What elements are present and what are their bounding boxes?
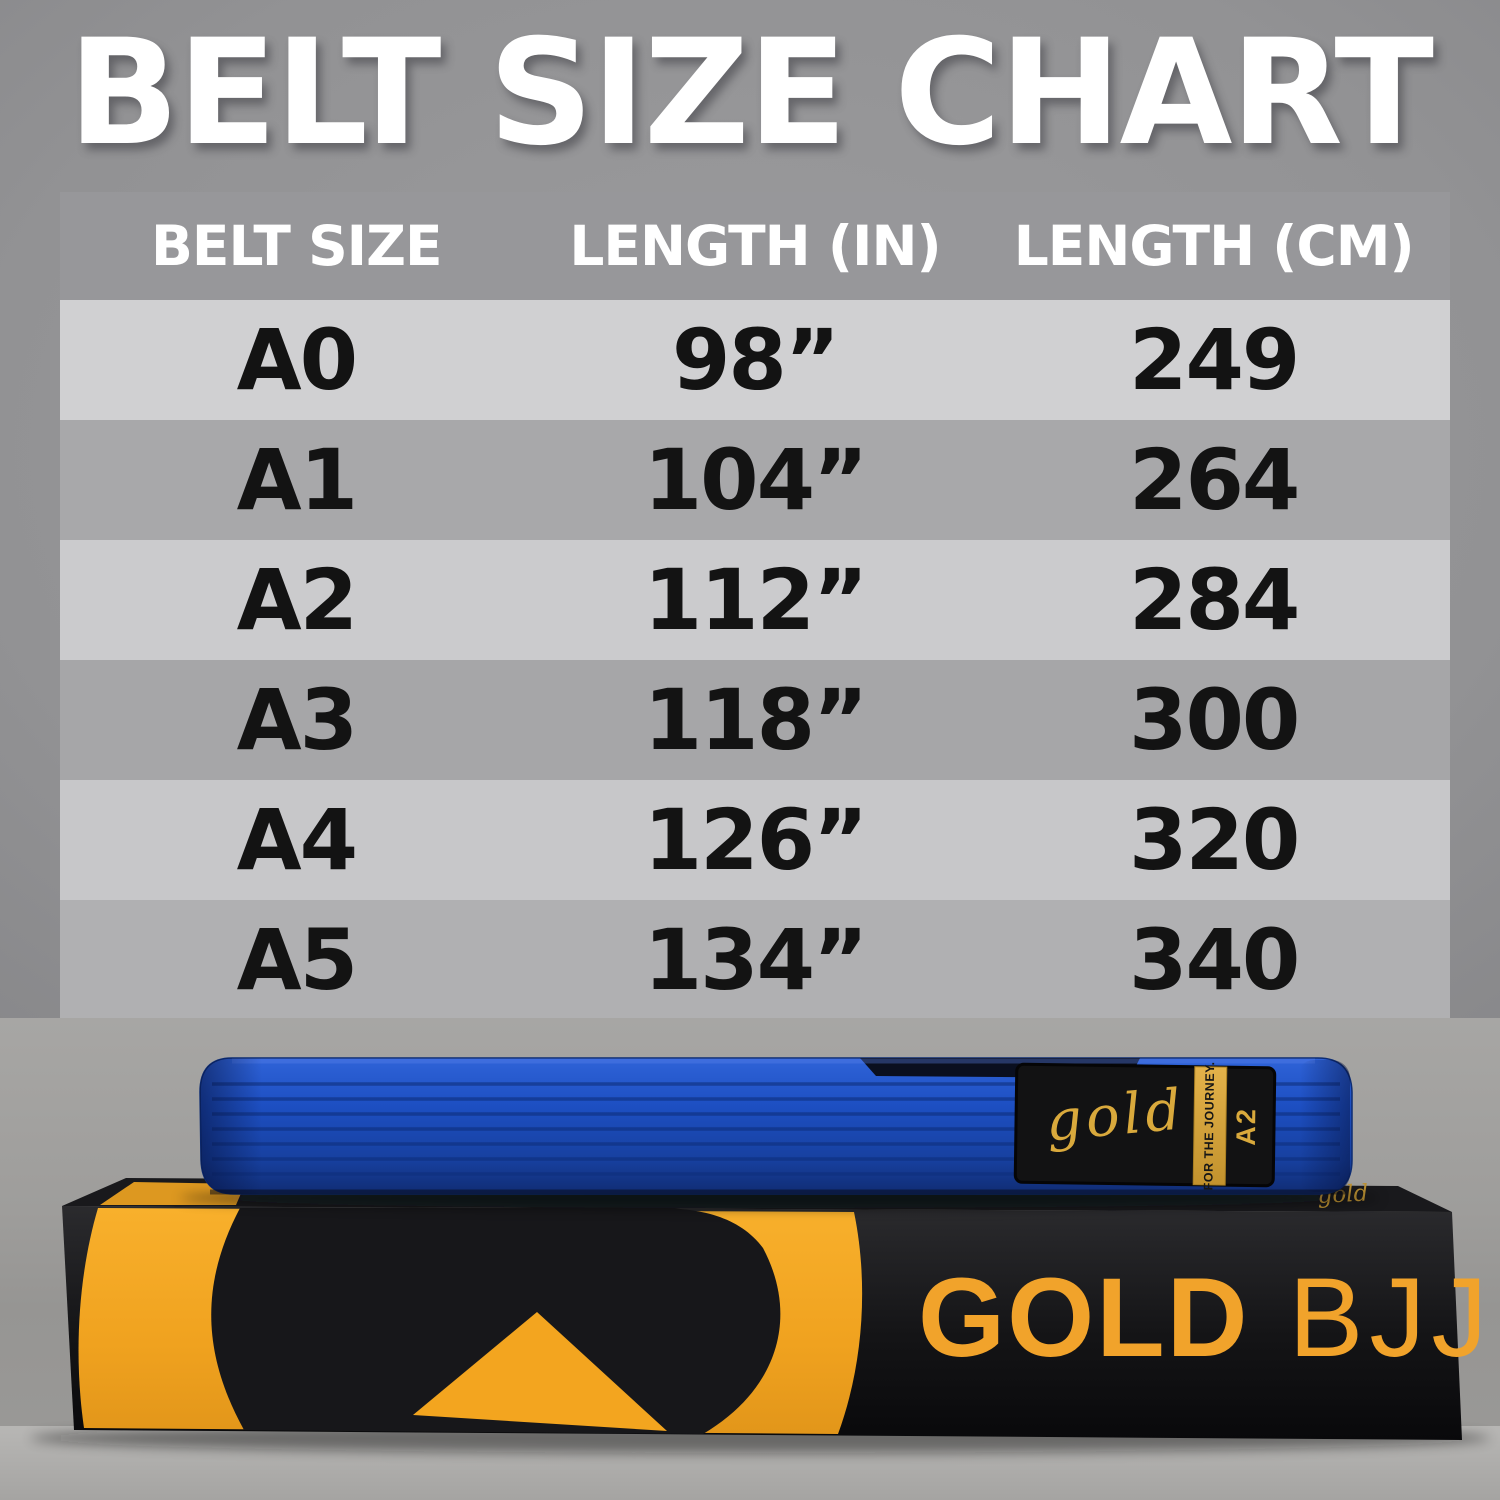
length-in-value: 112”: [643, 551, 869, 649]
brand-bold: GOLD: [918, 1255, 1250, 1380]
length-in-value: 98”: [671, 311, 840, 409]
product-box: gold GOLD BJJ: [62, 1178, 1493, 1440]
size-chart-table: BELT SIZE LENGTH (IN) LENGTH (CM) A0 98”…: [60, 192, 1450, 1020]
belt-right-end-shade: [1296, 1060, 1350, 1192]
label-size-tag: A2: [1231, 1107, 1262, 1146]
table-row-a0: A0 98” 249: [60, 300, 1450, 420]
belt-size-value: A1: [236, 431, 358, 529]
label-ribbon-text: FOR THE JOURNEY.: [1201, 1061, 1217, 1190]
belt-size-value: A3: [236, 671, 358, 769]
length-cm-value: 249: [1129, 311, 1300, 409]
col-header-length-cm: LENGTH (CM): [1013, 214, 1415, 278]
length-in-value: 118”: [643, 671, 869, 769]
box-logo-triangle: [413, 1312, 667, 1431]
belt-size-value: A2: [236, 551, 358, 649]
length-cm-value: 320: [1129, 791, 1300, 889]
table-row-a1: A1 104” 264: [60, 420, 1450, 540]
belt-and-box-illustration: gold GOLD BJJ: [0, 1057, 1500, 1500]
length-in-value: 104”: [643, 431, 869, 529]
col-header-belt-size: BELT SIZE: [150, 214, 443, 278]
length-cm-value: 264: [1129, 431, 1300, 529]
box-brand-wordmark: GOLD BJJ: [918, 1255, 1493, 1380]
length-in-value: 126”: [643, 791, 869, 889]
belt-size-value: A5: [236, 911, 358, 1009]
label-gold-ribbon: [1192, 1066, 1228, 1186]
product-photo: gold GOLD BJJ: [0, 1018, 1500, 1500]
table-row-a5: A5 134” 340: [60, 900, 1450, 1020]
belt-left-cap-shade: [200, 1058, 262, 1194]
table-row-a2: A2 112” 284: [60, 540, 1450, 660]
size-chart-header-row: BELT SIZE LENGTH (IN) LENGTH (CM): [60, 192, 1450, 300]
label-brand-script: gold: [1043, 1077, 1188, 1154]
col-header-length-in: LENGTH (IN): [569, 214, 941, 278]
table-row-a3: A3 118” 300: [60, 660, 1450, 780]
belt-size-value: A0: [236, 311, 358, 409]
length-in-value: 134”: [643, 911, 869, 1009]
length-cm-value: 300: [1129, 671, 1300, 769]
belt-label: gold FOR THE JOURNEY. A2: [1013, 1061, 1277, 1190]
belt-size-value: A4: [236, 791, 358, 889]
length-cm-value: 340: [1129, 911, 1300, 1009]
brand-light: BJJ: [1289, 1255, 1494, 1380]
rolled-blue-belt: gold FOR THE JOURNEY. A2: [180, 1057, 1380, 1208]
length-cm-value: 284: [1129, 551, 1300, 649]
page-title: BELT SIZE CHART: [68, 8, 1434, 178]
table-row-a4: A4 126” 320: [60, 780, 1450, 900]
box-logo-mark: [211, 1208, 781, 1434]
